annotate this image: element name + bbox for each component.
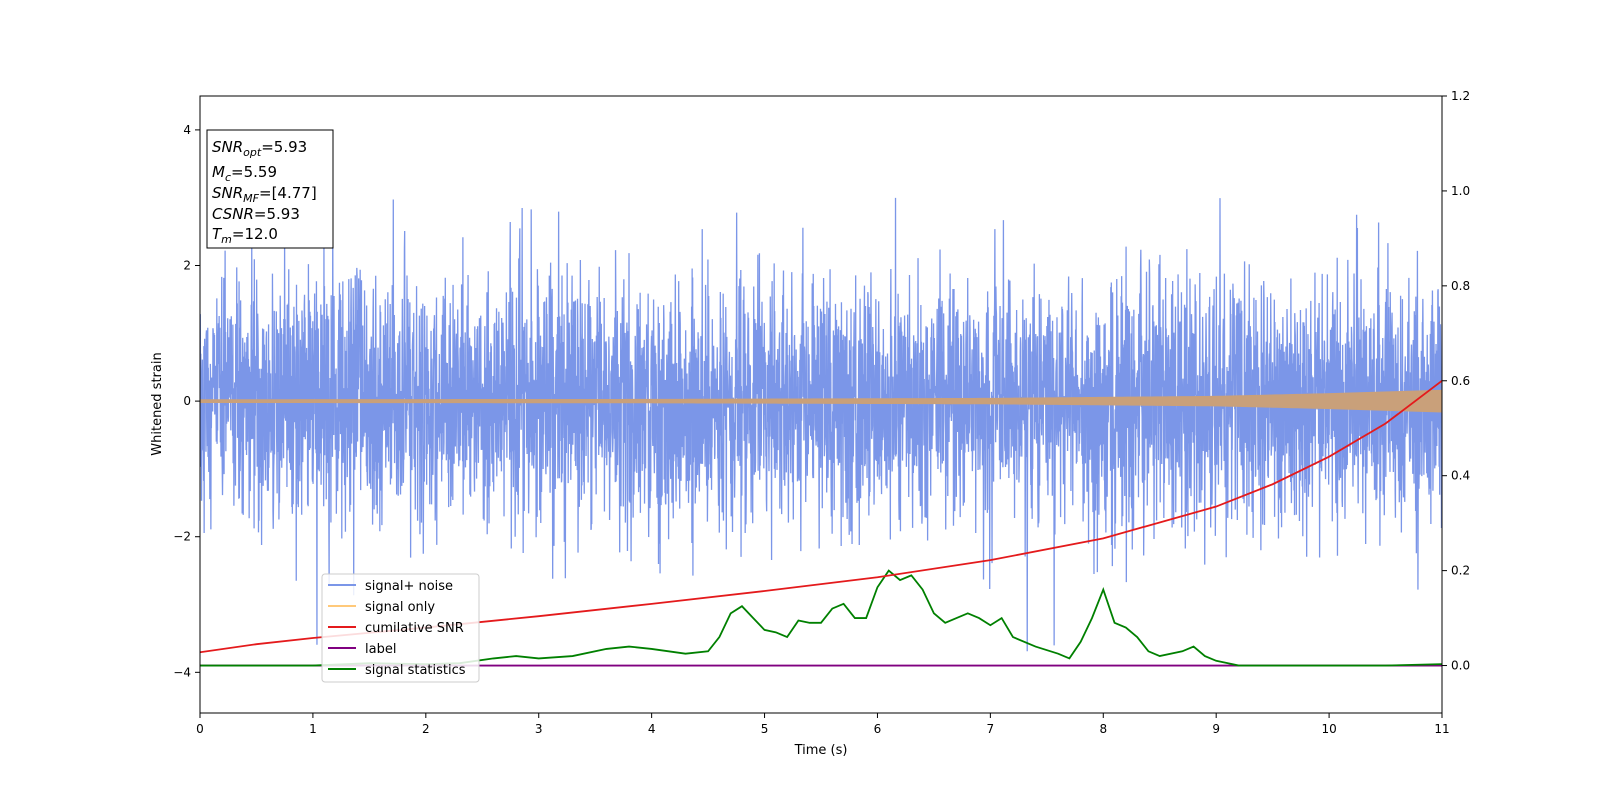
x-tick-label: 5	[761, 722, 769, 736]
legend-label-signal: signal only	[365, 600, 435, 615]
x-tick-label: 7	[987, 722, 995, 736]
y-axis-left: 4 2 0 −2 −4	[173, 123, 200, 679]
y-right-tick-label: 0.0	[1451, 659, 1470, 673]
y-right-tick-label: 0.4	[1451, 469, 1470, 483]
y-left-tick-label: 4	[183, 123, 191, 137]
legend-label-statistics: signal statistics	[365, 663, 466, 678]
series-signal-statistics	[200, 569, 1442, 667]
x-tick-label: 0	[196, 722, 204, 736]
info-tm: Tm=12.0	[212, 225, 278, 246]
legend-label-noise: signal+ noise	[365, 579, 453, 594]
x-tick-label: 10	[1321, 722, 1336, 736]
x-tick-label: 3	[535, 722, 543, 736]
legend-label-label: label	[365, 642, 396, 657]
series-signal-noise	[200, 197, 1442, 652]
y-left-tick-label: −4	[173, 665, 191, 679]
x-axis-label: Time (s)	[794, 743, 848, 758]
y-left-tick-label: 2	[183, 259, 191, 273]
info-snr-opt: SNRopt=5.93	[212, 138, 307, 159]
x-tick-label: 9	[1212, 722, 1220, 736]
series-signal-only	[200, 389, 1442, 413]
y-right-tick-label: 0.8	[1451, 279, 1470, 293]
y-left-tick-label: 0	[183, 394, 191, 408]
legend-label-cumulative-snr: cumilative SNR	[365, 621, 464, 636]
y-left-tick-label: −2	[173, 530, 191, 544]
info-box: SNRopt=5.93 Mc=5.59 SNRMF=[4.77] CSNR=5.…	[206, 129, 334, 249]
x-tick-label: 1	[309, 722, 317, 736]
x-tick-label: 8	[1099, 722, 1107, 736]
info-csnr: CSNR=5.93	[212, 205, 300, 223]
info-snr-mf: SNRMF=[4.77]	[212, 184, 317, 205]
x-tick-label: 6	[874, 722, 882, 736]
y-axis-right: 1.2 1.0 0.8 0.6 0.4 0.2 0.0	[1442, 89, 1470, 673]
plot-area	[199, 95, 1443, 714]
info-mc: Mc=5.59	[212, 163, 277, 184]
x-tick-label: 2	[422, 722, 430, 736]
y-right-tick-label: 1.2	[1451, 89, 1470, 103]
y-axis-label: Whitened strain	[150, 352, 165, 455]
y-right-tick-label: 0.2	[1451, 564, 1470, 578]
x-axis: 0 1 2 3 4 5 6 7 8 9 10 11	[196, 713, 1450, 736]
x-tick-label: 11	[1434, 722, 1449, 736]
y-right-tick-label: 0.6	[1451, 374, 1470, 388]
legend: signal+ noise signal only cumilative SNR…	[321, 573, 480, 683]
y-right-tick-label: 1.0	[1451, 184, 1470, 198]
x-tick-label: 4	[648, 722, 656, 736]
